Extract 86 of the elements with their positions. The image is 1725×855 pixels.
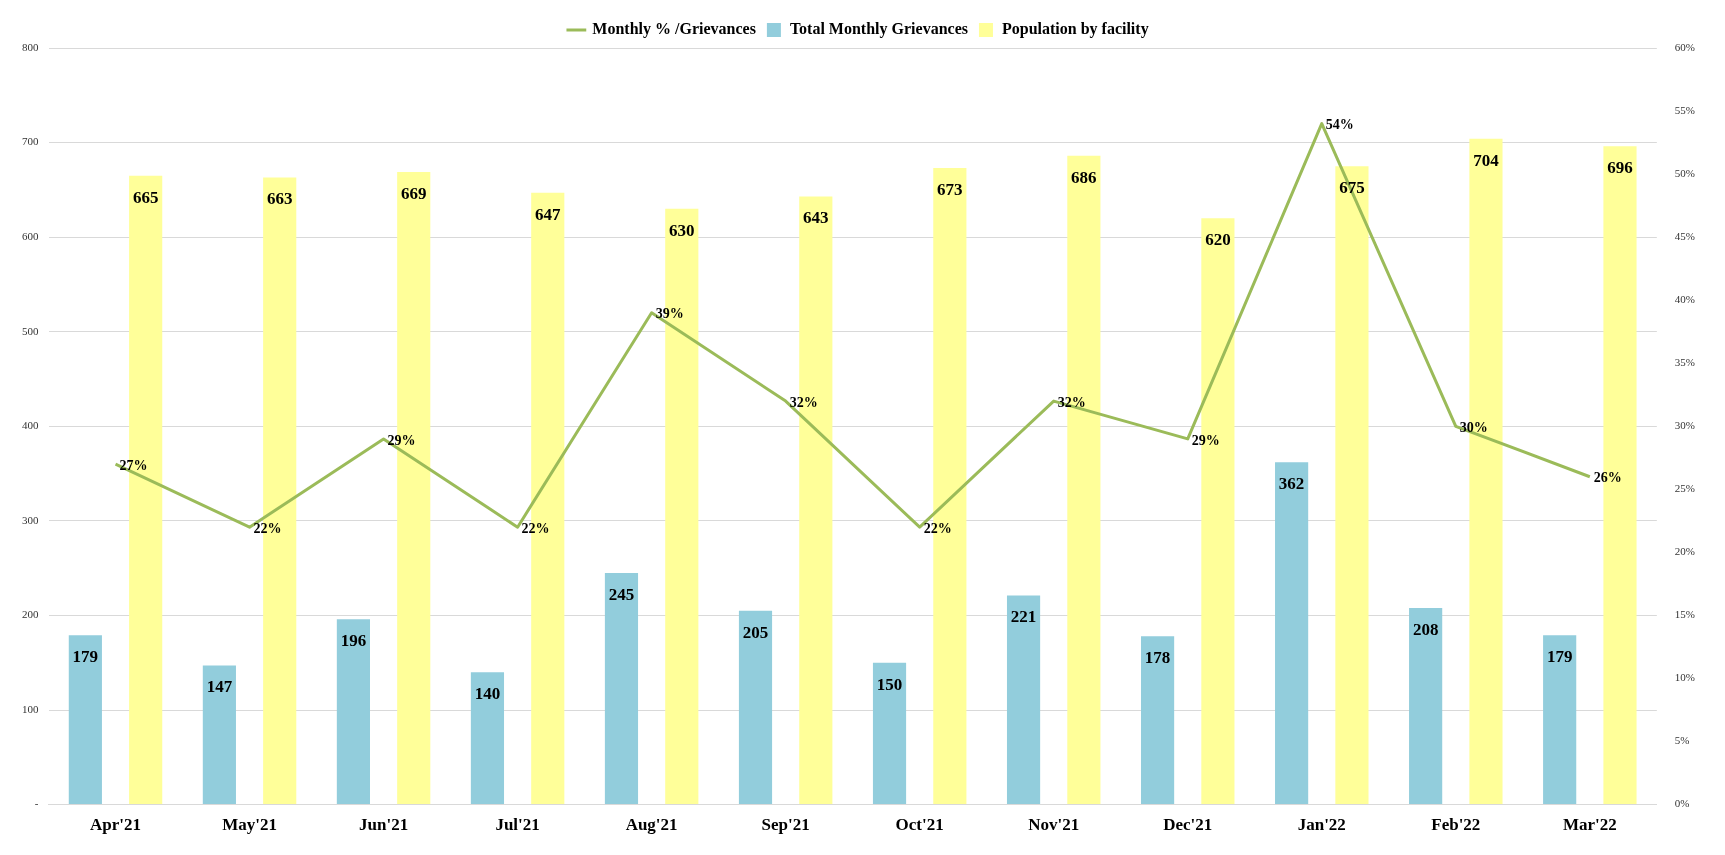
- data-label: 696: [1607, 158, 1633, 178]
- bar: [202, 665, 236, 805]
- bar: [738, 610, 773, 805]
- data-label: 663: [266, 189, 293, 209]
- data-label: 205: [742, 622, 769, 642]
- x-tick-label: Jul'21: [495, 815, 540, 835]
- bar: [1409, 607, 1443, 805]
- y2-tick-label: 40%: [1674, 293, 1696, 306]
- data-label: 39%: [655, 306, 684, 322]
- data-label: 673: [937, 180, 963, 199]
- data-label: 179: [72, 647, 99, 667]
- data-label: 29%: [387, 432, 416, 448]
- y2-tick-label: 25%: [1674, 482, 1696, 495]
- data-label: 221: [1010, 607, 1037, 627]
- y-tick-label: 600: [22, 230, 39, 243]
- data-label: 669: [400, 183, 427, 203]
- data-label: 150: [876, 674, 903, 694]
- data-label: 643: [803, 208, 829, 228]
- y-tick-label: 300: [22, 513, 39, 526]
- data-label: 22%: [521, 520, 550, 536]
- bar: [872, 662, 907, 805]
- y2-tick-label: 20%: [1674, 545, 1696, 558]
- data-label: 29%: [1191, 432, 1220, 448]
- y2-tick-label: 60%: [1674, 40, 1696, 53]
- data-label: 22%: [253, 520, 282, 536]
- y-tick-label: 100: [22, 702, 39, 715]
- data-label: 147: [206, 677, 233, 697]
- data-label: 620: [1205, 230, 1231, 250]
- data-label: 704: [1473, 150, 1500, 170]
- x-tick-label: Jan'22: [1297, 815, 1346, 835]
- y2-tick-label: 10%: [1674, 671, 1696, 684]
- y-tick-label: 400: [22, 419, 39, 432]
- data-label: 245: [608, 584, 635, 604]
- data-label: 26%: [1593, 470, 1622, 486]
- x-tick-label: Jun'21: [359, 815, 409, 835]
- bar: [68, 635, 102, 805]
- data-label: 22%: [923, 520, 952, 536]
- bar: [470, 672, 505, 805]
- x-tick-label: Apr'21: [90, 815, 142, 835]
- bar: [1006, 595, 1041, 805]
- y2-tick-label: 15%: [1674, 608, 1696, 621]
- data-label: 27%: [119, 457, 148, 473]
- legend-label: Monthly % /Grievances: [592, 20, 756, 39]
- data-label: 686: [1071, 167, 1097, 187]
- y2-tick-label: 5%: [1674, 734, 1690, 747]
- x-tick-label: Feb'22: [1431, 815, 1481, 835]
- y-tick-label: 700: [22, 135, 39, 148]
- data-label: 54%: [1325, 117, 1354, 133]
- x-tick-label: Oct'21: [895, 815, 944, 835]
- data-label: 178: [1144, 648, 1171, 668]
- y2-tick-label: 55%: [1674, 103, 1696, 116]
- y2-tick-label: 30%: [1674, 419, 1696, 432]
- data-label: 362: [1278, 474, 1305, 494]
- x-tick-label: May'21: [222, 815, 277, 835]
- data-label: 179: [1546, 647, 1573, 667]
- data-label: 630: [669, 220, 695, 240]
- data-label: 140: [474, 684, 501, 704]
- legend-label: Population by facility: [1001, 20, 1149, 39]
- x-tick-label: Dec'21: [1163, 815, 1213, 835]
- y2-tick-label: 35%: [1674, 356, 1696, 369]
- x-tick-label: Nov'21: [1028, 815, 1080, 835]
- x-tick-label: Aug'21: [625, 815, 678, 835]
- bar: [1141, 636, 1175, 805]
- y-tick-label: -: [34, 797, 39, 810]
- data-label: 675: [1339, 178, 1365, 198]
- bar: [604, 572, 639, 805]
- bar: [1275, 462, 1309, 805]
- data-label: 208: [1412, 619, 1439, 639]
- x-tick-label: Mar'22: [1562, 815, 1617, 835]
- bar: [336, 619, 370, 805]
- y2-tick-label: 0%: [1674, 797, 1690, 810]
- data-label: 32%: [1057, 394, 1086, 410]
- x-tick-label: Sep'21: [761, 815, 810, 835]
- data-label: 32%: [789, 394, 818, 410]
- data-label: 665: [132, 187, 159, 207]
- y-tick-label: 800: [22, 40, 39, 53]
- legend-label: Total Monthly Grievances: [789, 20, 968, 39]
- y-tick-label: 200: [22, 608, 39, 621]
- bar: [1335, 166, 1369, 805]
- y-tick-label: 500: [22, 324, 39, 337]
- data-label: 647: [535, 204, 561, 224]
- y2-tick-label: 50%: [1674, 166, 1696, 179]
- y2-tick-label: 45%: [1674, 230, 1696, 243]
- bar: [1543, 635, 1577, 805]
- data-label: 30%: [1459, 419, 1488, 435]
- data-label: 196: [340, 631, 367, 651]
